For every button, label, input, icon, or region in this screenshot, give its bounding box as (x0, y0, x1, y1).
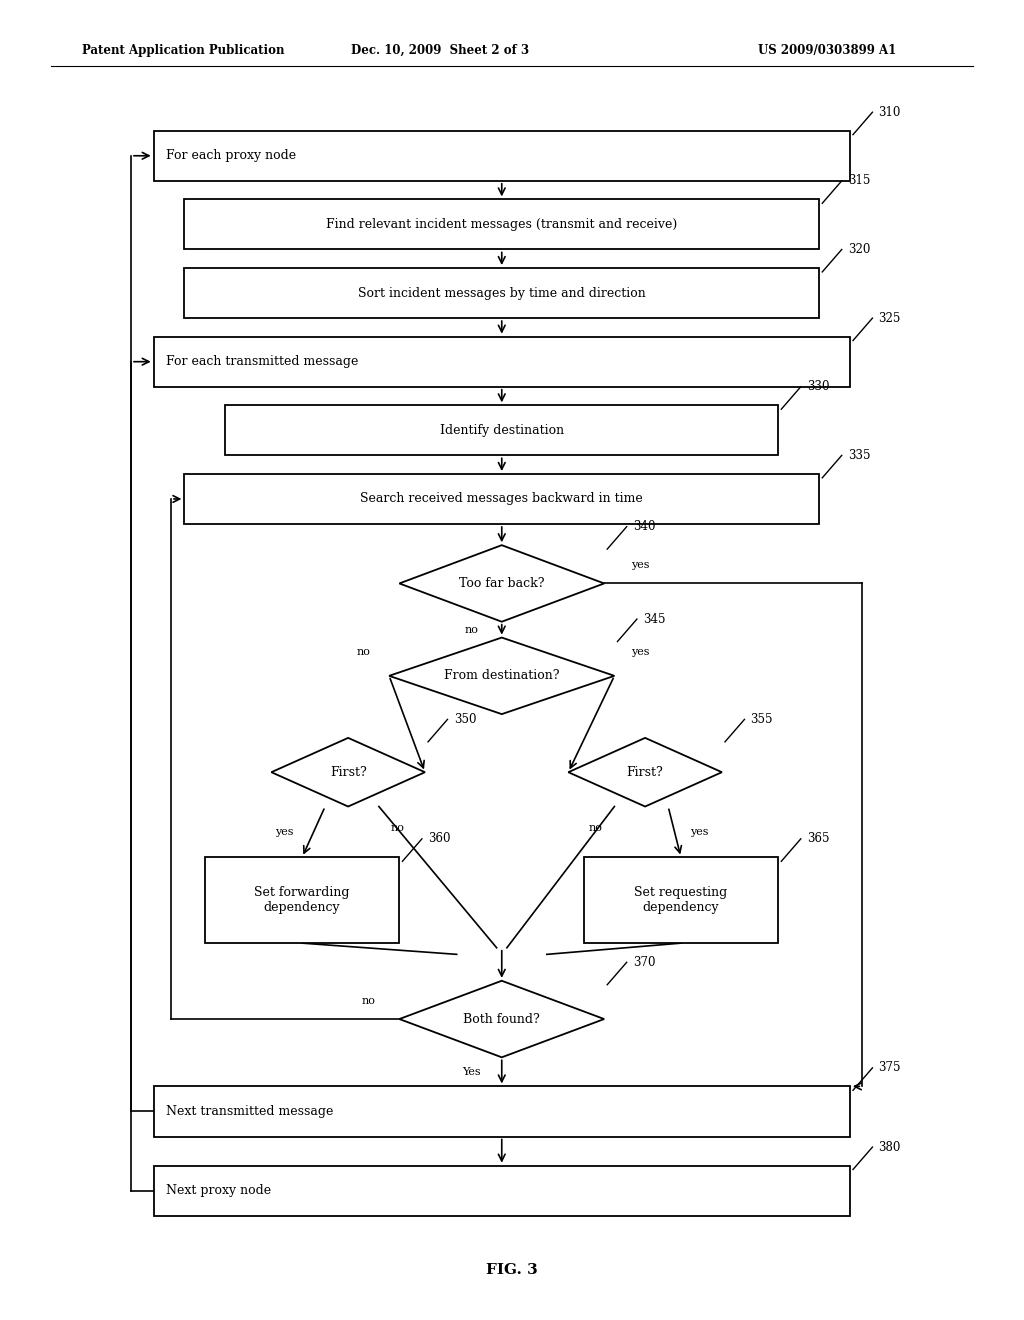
Text: 375: 375 (879, 1061, 901, 1074)
Text: yes: yes (631, 647, 649, 657)
Polygon shape (568, 738, 722, 807)
Text: Sort incident messages by time and direction: Sort incident messages by time and direc… (357, 286, 646, 300)
Text: First?: First? (627, 766, 664, 779)
Text: 365: 365 (807, 833, 829, 845)
Bar (184, 199, 819, 249)
Text: 370: 370 (633, 956, 655, 969)
Bar (154, 1166, 850, 1216)
Text: 310: 310 (879, 106, 901, 119)
Text: Identify destination: Identify destination (439, 424, 564, 437)
Text: First?: First? (330, 766, 367, 779)
Polygon shape (399, 981, 604, 1057)
Text: yes: yes (274, 826, 294, 837)
Bar (184, 474, 819, 524)
Text: no: no (361, 995, 376, 1006)
Polygon shape (271, 738, 425, 807)
Text: Patent Application Publication: Patent Application Publication (82, 44, 285, 57)
Text: Both found?: Both found? (464, 1012, 540, 1026)
Text: Next proxy node: Next proxy node (166, 1184, 271, 1197)
Text: Next transmitted message: Next transmitted message (166, 1105, 333, 1118)
Text: US 2009/0303899 A1: US 2009/0303899 A1 (758, 44, 896, 57)
Text: 330: 330 (807, 380, 829, 393)
Text: no: no (390, 822, 404, 833)
Text: FIG. 3: FIG. 3 (486, 1263, 538, 1276)
Text: no: no (464, 624, 478, 635)
Text: yes: yes (689, 826, 709, 837)
Text: Set requesting
dependency: Set requesting dependency (634, 886, 728, 915)
Text: Set forwarding
dependency: Set forwarding dependency (254, 886, 350, 915)
Text: 325: 325 (879, 312, 901, 325)
Bar (154, 1086, 850, 1137)
Text: yes: yes (631, 560, 649, 570)
Text: From destination?: From destination? (444, 669, 559, 682)
Bar (154, 337, 850, 387)
Polygon shape (399, 545, 604, 622)
Text: For each proxy node: For each proxy node (166, 149, 296, 162)
Polygon shape (389, 638, 614, 714)
Text: For each transmitted message: For each transmitted message (166, 355, 358, 368)
Text: Dec. 10, 2009  Sheet 2 of 3: Dec. 10, 2009 Sheet 2 of 3 (351, 44, 529, 57)
Text: 350: 350 (454, 713, 476, 726)
Text: 320: 320 (848, 243, 870, 256)
Text: 355: 355 (751, 713, 773, 726)
Text: Yes: Yes (462, 1067, 480, 1077)
Bar (184, 268, 819, 318)
Text: no: no (356, 647, 371, 657)
Bar (154, 131, 850, 181)
Bar (225, 405, 778, 455)
Text: Find relevant incident messages (transmit and receive): Find relevant incident messages (transmi… (326, 218, 678, 231)
Text: 315: 315 (848, 174, 870, 187)
Text: Too far back?: Too far back? (459, 577, 545, 590)
Text: 340: 340 (633, 520, 655, 533)
Text: no: no (589, 822, 603, 833)
Text: 360: 360 (428, 833, 451, 845)
Bar (584, 858, 778, 942)
Text: Search received messages backward in time: Search received messages backward in tim… (360, 492, 643, 506)
Bar (205, 858, 399, 942)
Text: 380: 380 (879, 1140, 901, 1154)
Text: 345: 345 (643, 612, 666, 626)
Text: 335: 335 (848, 449, 870, 462)
